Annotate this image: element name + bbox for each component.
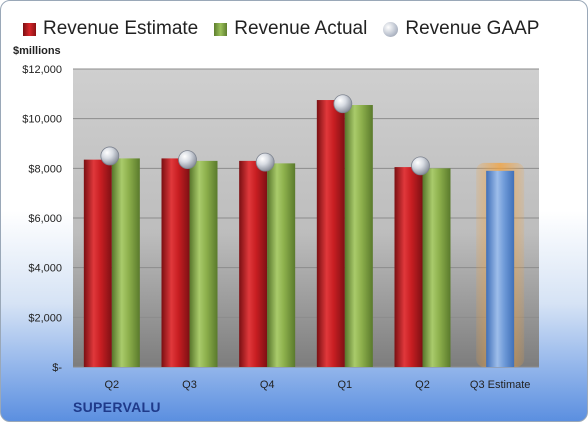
marker-revenue-gaap <box>411 156 430 176</box>
y-tick-label: $12,000 <box>22 64 62 76</box>
legend-swatch-revenue-estimate <box>23 22 36 36</box>
legend-item-revenue-actual: Revenue Actual <box>214 18 367 40</box>
x-tick-label: Q1 <box>337 379 352 391</box>
legend-swatch-revenue-actual <box>214 22 228 36</box>
y-tick-label: $10,000 <box>22 114 62 126</box>
y-tick-label: $6,000 <box>28 213 62 225</box>
marker-revenue-gaap <box>333 94 353 114</box>
x-tick-label: Q3 Estimate <box>470 379 531 391</box>
gridlines <box>73 68 539 368</box>
x-tick-label: Q2 <box>415 379 430 391</box>
y-tick-label: $8,000 <box>28 163 62 175</box>
bar-revenue-actual <box>111 158 140 367</box>
y-tick-label: $- <box>52 362 62 374</box>
marker-revenue-gaap <box>100 146 120 166</box>
bar-revenue-estimate <box>394 167 423 367</box>
bar-revenue-estimate-upcoming <box>486 170 515 367</box>
bar-revenue-actual <box>267 163 296 367</box>
bar-revenue-estimate <box>316 100 345 368</box>
legend-item-revenue-gaap: Revenue GAAP <box>383 18 539 40</box>
x-axis-ticks: Q2 Q3 Q4 Q1 Q2 Q3 Estimate <box>104 379 530 391</box>
legend: Revenue Estimate Revenue Actual Revenue … <box>23 15 539 43</box>
bars <box>83 94 525 368</box>
marker-revenue-gaap <box>255 152 275 172</box>
legend-item-revenue-estimate: Revenue Estimate <box>23 18 198 40</box>
y-tick-label: $2,000 <box>28 312 62 324</box>
x-tick-label: Q2 <box>104 379 119 391</box>
bar-revenue-estimate <box>83 159 112 367</box>
bar-revenue-actual <box>189 160 218 367</box>
legend-label-revenue-actual: Revenue Actual <box>234 18 368 39</box>
y-axis-unit-label: $millions <box>13 45 61 57</box>
x-tick-label: Q3 <box>182 379 197 391</box>
bar-revenue-estimate <box>239 160 268 367</box>
legend-swatch-revenue-gaap <box>383 21 399 37</box>
company-name: SUPERVALU <box>73 399 161 415</box>
bar-revenue-actual <box>422 168 451 367</box>
legend-label-revenue-estimate: Revenue Estimate <box>43 18 199 39</box>
marker-revenue-gaap <box>178 150 197 170</box>
y-axis-ticks: $- $2,000 $4,000 $6,000 $8,000 $10,000 $12,000 <box>22 64 62 374</box>
bar-revenue-actual <box>344 105 373 367</box>
bar-revenue-estimate <box>161 158 190 367</box>
y-tick-label: $4,000 <box>28 263 62 275</box>
legend-label-revenue-gaap: Revenue GAAP <box>405 18 540 39</box>
x-tick-label: Q4 <box>260 379 275 391</box>
